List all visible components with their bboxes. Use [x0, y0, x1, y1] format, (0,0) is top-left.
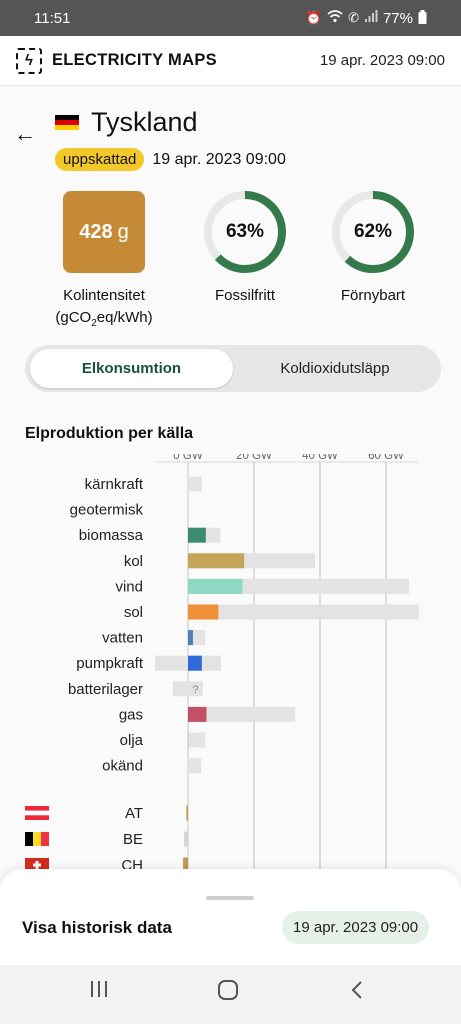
- battery-level: 77%: [382, 9, 413, 27]
- tab-consumption[interactable]: Elkonsumtion: [30, 349, 233, 388]
- carbon-intensity-box: 428 g: [63, 191, 145, 273]
- call-icon: ✆: [348, 10, 359, 25]
- source-label: sol: [124, 604, 143, 621]
- germany-flag: [55, 114, 79, 131]
- country-panel: ← Tyskland uppskattad 19 apr. 2023 09:00…: [0, 87, 461, 937]
- section-title: Elproduktion per källa: [25, 425, 194, 442]
- source-label: gas: [119, 706, 143, 723]
- production-bar: [188, 578, 243, 594]
- brand-name[interactable]: ELECTRICITY MAPS: [52, 51, 217, 69]
- mode-toggle: Elkonsumtion Koldioxidutsläpp: [25, 345, 441, 392]
- source-label: batterilager: [68, 681, 143, 698]
- tab-emissions[interactable]: Koldioxidutsläpp: [280, 360, 390, 377]
- fossil-free-ring[interactable]: 63%: [202, 189, 288, 275]
- capacity-bar: [188, 758, 202, 774]
- x-tick-label: 20 GW: [236, 454, 272, 462]
- status-bar: 11:51 ⏰ ✆ 77%: [0, 0, 461, 36]
- capacity-bar: [188, 578, 410, 594]
- exchange-bar: [183, 857, 188, 873]
- source-label: kol: [124, 553, 143, 570]
- fossil-free-value: 63%: [225, 221, 265, 242]
- intensity-label-line2: (gCO2eq/kWh): [55, 309, 153, 329]
- history-sheet: Visa historisk data 19 apr. 2023 09:00: [0, 869, 461, 965]
- source-label: pumpkraft: [76, 655, 144, 672]
- status-icons: ⏰ ✆ 77%: [305, 9, 427, 27]
- capacity-bar: [188, 706, 296, 722]
- source-label: vatten: [102, 630, 143, 647]
- capacity-bar: [188, 604, 419, 620]
- production-bar: [188, 553, 245, 569]
- carbon-intensity-unit: g: [117, 220, 129, 243]
- home-icon[interactable]: [217, 979, 239, 1007]
- production-bar: [188, 655, 202, 671]
- fossil-free-label: Fossilfritt: [215, 287, 275, 304]
- history-date-chip[interactable]: 19 apr. 2023 09:00: [282, 911, 430, 944]
- x-tick-label: 40 GW: [302, 454, 338, 462]
- source-label: olja: [120, 732, 144, 749]
- country-name: Tyskland: [91, 107, 198, 137]
- wifi-icon: [327, 10, 343, 26]
- history-title[interactable]: Visa historisk data: [22, 918, 172, 937]
- intensity-label-line1: Kolintensitet: [63, 287, 145, 304]
- country-title: Tyskland: [55, 107, 198, 138]
- country-date: 19 apr. 2023 09:00: [152, 150, 286, 168]
- production-bar: [188, 732, 189, 748]
- recent-apps-icon[interactable]: [88, 979, 110, 1005]
- capacity-bar: [188, 476, 202, 492]
- renewable-label: Förnybart: [340, 287, 406, 304]
- renewable-value: 62%: [353, 221, 393, 242]
- signal-icon: [364, 10, 378, 26]
- x-tick-label: 0 GW: [173, 454, 203, 462]
- source-label: okänd: [102, 758, 143, 775]
- source-label: geotermisk: [70, 502, 144, 519]
- sheet-handle[interactable]: [206, 896, 254, 900]
- back-arrow-icon[interactable]: ←: [14, 121, 36, 146]
- production-chart: 0 GW 20 GW 40 GW 60 GW kärnkraft geotermisk bi…: [25, 454, 419, 894]
- app-header: ϟ ELECTRICITY MAPS 19 apr. 2023 09:00: [0, 36, 461, 86]
- carbon-intensity-value: 428: [79, 220, 113, 243]
- header-date: 19 apr. 2023 09:00: [319, 52, 445, 69]
- renewable-ring[interactable]: 62%: [330, 189, 416, 275]
- back-icon[interactable]: [350, 979, 364, 1007]
- exchange-label: BE: [123, 831, 143, 848]
- austria-flag: [25, 806, 49, 820]
- exchange-label: AT: [125, 805, 143, 822]
- source-label: kärnkraft: [85, 476, 144, 493]
- estimated-badge[interactable]: uppskattad: [55, 148, 145, 171]
- carbon-intensity-label: Kolintensitet (gCO2eq/kWh): [40, 285, 168, 335]
- belgium-flag: [25, 832, 49, 846]
- alarm-icon: ⏰: [305, 10, 323, 25]
- battery-icon: [418, 9, 427, 27]
- status-time: 11:51: [34, 9, 71, 27]
- source-label: biomassa: [79, 527, 144, 544]
- source-label: vind: [115, 578, 143, 595]
- capacity-bar: [188, 732, 206, 748]
- production-bar: [188, 630, 193, 646]
- switzerland-flag: [25, 858, 49, 872]
- production-bar: [188, 527, 206, 543]
- lightning-icon[interactable]: ϟ: [16, 47, 42, 74]
- exchange-bar: [184, 831, 188, 847]
- x-tick-label: 60 GW: [368, 454, 404, 462]
- production-bar: [188, 706, 207, 722]
- exchange-bar: [186, 805, 188, 821]
- navigation-bar: [0, 965, 461, 1024]
- estimation-row: uppskattad 19 apr. 2023 09:00: [55, 148, 286, 171]
- production-bar: [188, 604, 219, 620]
- unknown-marker: ?: [193, 684, 199, 696]
- capacity-bar: [172, 681, 203, 697]
